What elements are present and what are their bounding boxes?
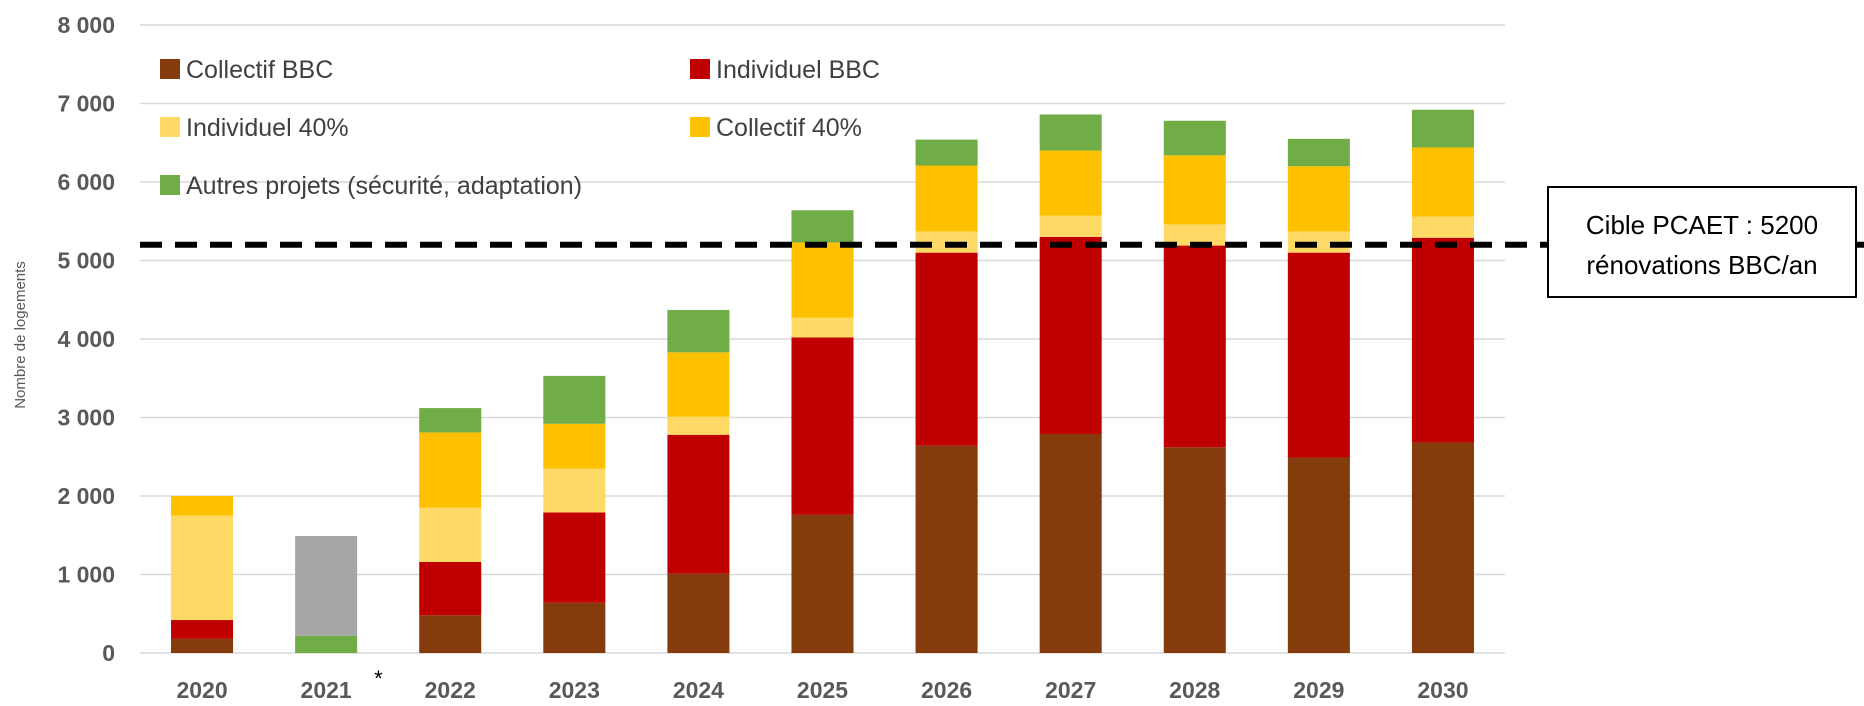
bar-segment (419, 615, 482, 653)
legend-label: Individuel BBC (716, 56, 880, 84)
bar-segment (171, 638, 234, 653)
legend-label: Collectif BBC (186, 56, 333, 84)
x-tick-label: 2025 (797, 677, 848, 703)
bar-segment (667, 573, 730, 653)
bar-segment (1163, 120, 1226, 156)
x-tick-label: 2020 (176, 677, 227, 703)
x-tick-label: 2024 (673, 677, 724, 703)
bar-segment (419, 507, 482, 562)
bar-segment (915, 252, 978, 446)
bar-segment (419, 432, 482, 508)
target-annotation-box (1547, 186, 1857, 298)
bar-segment (419, 561, 482, 616)
bar-segment (915, 139, 978, 166)
x-tick-label: 2022 (425, 677, 476, 703)
x-tick-label: 2023 (549, 677, 600, 703)
bar-segment (1287, 138, 1350, 167)
bar-segment (1411, 216, 1474, 238)
bar-segment (171, 620, 234, 639)
bar-segment (1163, 447, 1226, 653)
bar-segment (1039, 114, 1102, 151)
legend-swatch (690, 117, 710, 137)
bar-segment (543, 423, 606, 469)
bar-segment (419, 408, 482, 433)
y-tick-label: 8 000 (57, 12, 115, 38)
bar-segment (791, 242, 854, 318)
y-tick-label: 2 000 (57, 483, 115, 509)
bar-segment (171, 496, 234, 516)
bar-segment (791, 317, 854, 338)
bar-segment (1039, 236, 1102, 434)
bar-segment (1039, 433, 1102, 653)
y-tick-label: 7 000 (57, 91, 115, 117)
bar-segment (1163, 245, 1226, 448)
y-axis-label: Nombre de logements (12, 261, 29, 409)
legend-swatch (160, 59, 180, 79)
bar-segment (171, 515, 234, 621)
bar-segment (1411, 237, 1474, 443)
legend-label: Individuel 40% (186, 114, 349, 142)
y-tick-label: 3 000 (57, 405, 115, 431)
bar-segment (1163, 224, 1226, 246)
bar-segment (543, 468, 606, 513)
target-annotation: Cible PCAET : 5200 rénovations BBC/an (1547, 186, 1857, 298)
bars (171, 109, 1474, 653)
bar-segment (543, 375, 606, 424)
bar-segment (1287, 166, 1350, 232)
bar-segment (1039, 215, 1102, 237)
bar-segment (543, 602, 606, 653)
bar-segment (1411, 147, 1474, 217)
legend-swatch (160, 175, 180, 195)
legend-swatch (690, 59, 710, 79)
target-annotation-line2: rénovations BBC/an (1586, 250, 1817, 280)
y-tick-label: 4 000 (57, 326, 115, 352)
bar-segment (667, 352, 730, 417)
bar-segment (1039, 150, 1102, 216)
bar-segment (791, 337, 854, 515)
x-tick-label: 2028 (1169, 677, 1220, 703)
x-tick-label: 2030 (1417, 677, 1468, 703)
legend: Collectif BBC Individuel BBC Individuel 40… (160, 56, 880, 200)
bar-segment (1287, 252, 1350, 458)
bar-segment (1163, 155, 1226, 225)
bar-segment (1411, 109, 1474, 148)
y-tick-label: 0 (102, 640, 115, 666)
bar-segment (295, 635, 358, 653)
legend-label: Autres projets (sécurité, adaptation) (186, 172, 582, 200)
bar-segment (791, 210, 854, 243)
y-tick-label: 5 000 (57, 248, 115, 274)
y-tick-label: 1 000 (57, 562, 115, 588)
x-tick-label: 2027 (1045, 677, 1096, 703)
bar-segment (791, 514, 854, 653)
y-tick-label: 6 000 (57, 169, 115, 195)
x-tick-label: 2026 (921, 677, 972, 703)
bar-segment (543, 512, 606, 603)
bar-segment (1287, 457, 1350, 653)
bar-segment (667, 434, 730, 574)
x-tick-note: * (374, 666, 383, 691)
bar-segment (915, 445, 978, 653)
x-tick-label: 2029 (1293, 677, 1344, 703)
bar-segment (667, 309, 730, 353)
legend-swatch (160, 117, 180, 137)
bar-segment (667, 416, 730, 435)
x-tick-label: 2021 (301, 677, 352, 703)
x-axis-ticks: 2020 2021 * 2022 2023 2024 2025 2026 2027 2028 202… (176, 666, 1468, 703)
legend-label: Collectif 40% (716, 114, 862, 142)
bar-segment (915, 165, 978, 232)
y-axis-ticks: 0 1 000 2 000 3 000 4 000 5 000 6 000 7 000 8 00… (57, 12, 115, 666)
target-annotation-line1: Cible PCAET : 5200 (1586, 210, 1818, 240)
bar-segment (1411, 442, 1474, 653)
bar-segment (295, 536, 358, 636)
